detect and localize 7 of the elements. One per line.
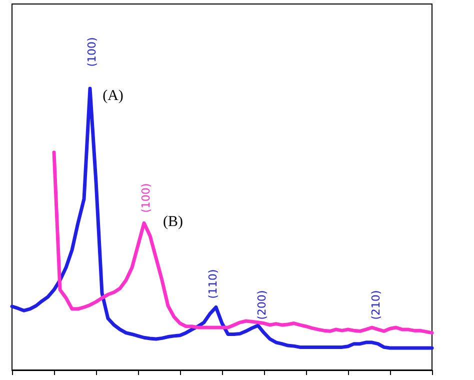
annotation: (110) [206, 269, 220, 299]
annotation: (A) [102, 88, 124, 104]
annotation: (100) [140, 183, 152, 213]
annotation: (B) [163, 214, 183, 230]
annotation: (200) [256, 290, 268, 320]
annotation: (210) [370, 290, 382, 320]
text: (100) [86, 37, 98, 67]
